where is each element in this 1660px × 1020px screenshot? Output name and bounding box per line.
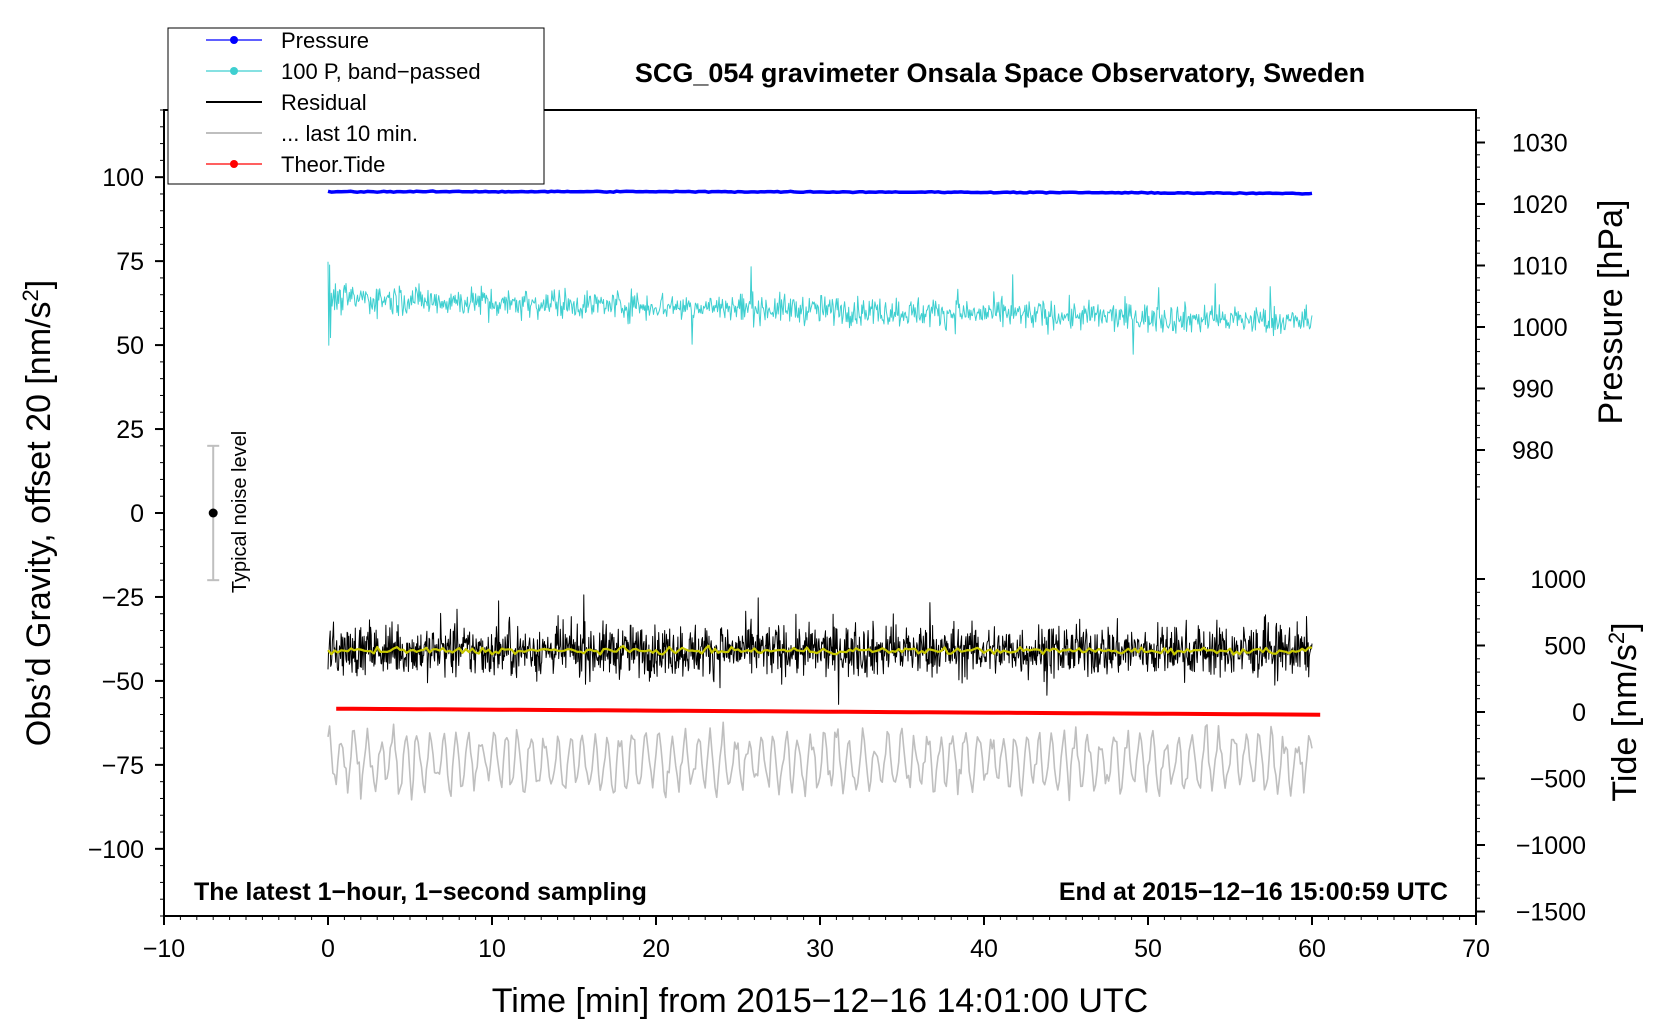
y-left-tick-label: 100	[102, 164, 144, 192]
y-tide-tick-label: 500	[1544, 633, 1586, 661]
y-tide-axis: 1000 500 0 −500 −1000 −1500	[1476, 566, 1586, 927]
x-axis-title: Time [min] from 2015−12−16 14:01:00 UTC	[492, 982, 1148, 1020]
noise-level-indicator	[207, 444, 220, 582]
legend-label: Pressure	[281, 28, 369, 53]
bottom-left-note: The latest 1−hour, 1−second sampling	[194, 878, 647, 906]
bottom-right-note: End at 2015−12−16 15:00:59 UTC	[1059, 878, 1448, 906]
noise-center-dot	[208, 508, 218, 518]
legend-label: ... last 10 min.	[281, 121, 418, 146]
y-left-tick-label: −100	[88, 836, 144, 864]
y-tide-axis-title: Tide [nm/s2]	[1604, 622, 1645, 801]
y-tide-tick-label: −1500	[1516, 899, 1586, 927]
x-tick-label: 60	[1298, 935, 1326, 963]
x-tick-label: 40	[970, 935, 998, 963]
legend-label: Theor.Tide	[281, 152, 385, 177]
series-last-10-min	[327, 721, 1313, 802]
x-axis: −10 0 10 20 30 40 50 60 70	[143, 916, 1490, 963]
y-left-tick-label: 25	[116, 416, 144, 444]
x-tick-label: 0	[321, 935, 335, 963]
y-tide-tick-label: −500	[1530, 766, 1586, 794]
y-pressure-tick-label: 1000	[1512, 314, 1568, 342]
legend-swatch-dot	[230, 36, 238, 44]
legend-item: 100 P, band−passed	[206, 59, 481, 84]
y-left-tick-label: 0	[130, 500, 144, 528]
y-pressure-tick-label: 1010	[1512, 253, 1568, 281]
legend-box	[167, 27, 545, 185]
legend-item: ... last 10 min.	[206, 121, 418, 146]
chart-title: SCG_054 gravimeter Onsala Space Observat…	[635, 58, 1365, 88]
y-left-tick-label: −75	[102, 752, 144, 780]
legend: Pressure 100 P, band−passed Residual ... la…	[167, 27, 545, 185]
series-residual-smoothed	[327, 644, 1313, 656]
y-left-axis: 100 75 50 25 0 −25 −50 −75 −100	[88, 109, 164, 917]
x-tick-label: 30	[806, 935, 834, 963]
y-left-tick-label: 50	[116, 332, 144, 360]
y-left-tick-label: −50	[102, 668, 144, 696]
legend-swatch-dot	[230, 160, 238, 168]
y-tide-tick-label: −1000	[1516, 832, 1586, 860]
legend-item: Residual	[206, 90, 367, 115]
y-pressure-axis-title: Pressure [hPa]	[1592, 200, 1630, 425]
legend-item: Theor.Tide	[206, 152, 385, 177]
series-layer	[327, 189, 1321, 802]
legend-label: 100 P, band−passed	[281, 59, 481, 84]
y-pressure-tick-label: 980	[1512, 437, 1554, 465]
y-left-tick-label: 75	[116, 248, 144, 276]
y-pressure-tick-label: 1020	[1512, 191, 1568, 219]
x-tick-label: 20	[642, 935, 670, 963]
noise-level-label: Typical noise level	[229, 431, 251, 593]
y-pressure-tick-label: 1030	[1512, 130, 1568, 158]
x-tick-label: 70	[1462, 935, 1490, 963]
legend-item: Pressure	[206, 28, 369, 53]
x-tick-label: 10	[478, 935, 506, 963]
y-pressure-axis: 1030 1020 1010 1000 990 980	[1476, 117, 1568, 500]
y-tide-tick-label: 1000	[1530, 566, 1586, 594]
legend-label: Residual	[281, 90, 367, 115]
y-tide-tick-label: 0	[1572, 699, 1586, 727]
series-pressure	[327, 189, 1313, 196]
y-left-tick-label: −25	[102, 584, 144, 612]
x-tick-label: 50	[1134, 935, 1162, 963]
series-band-passed	[327, 261, 1313, 355]
y-pressure-tick-label: 990	[1512, 376, 1554, 404]
legend-swatch-dot	[230, 67, 238, 75]
series-theor-tide	[336, 706, 1321, 717]
x-tick-label: −10	[143, 935, 185, 963]
y-left-axis-title: Obs’d Gravity, offset 20 [nm/s2]	[18, 280, 59, 746]
